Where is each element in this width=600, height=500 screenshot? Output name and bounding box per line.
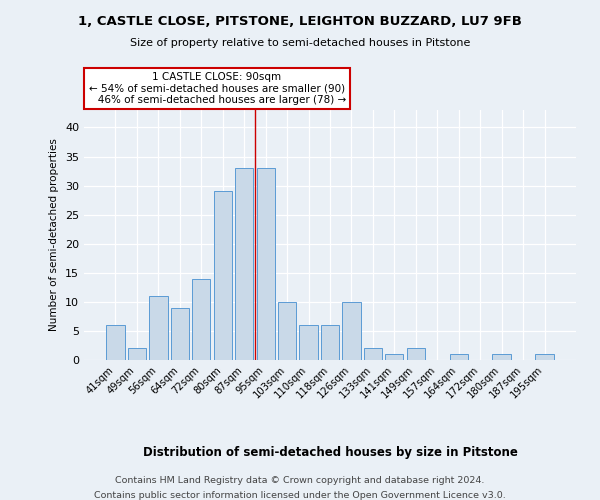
Text: 1 CASTLE CLOSE: 90sqm
← 54% of semi-detached houses are smaller (90)
   46% of s: 1 CASTLE CLOSE: 90sqm ← 54% of semi-deta… bbox=[88, 72, 346, 105]
Text: Contains public sector information licensed under the Open Government Licence v3: Contains public sector information licen… bbox=[94, 491, 506, 500]
Bar bbox=[535, 354, 554, 360]
Bar bbox=[106, 325, 125, 360]
Text: Contains HM Land Registry data © Crown copyright and database right 2024.: Contains HM Land Registry data © Crown c… bbox=[115, 476, 485, 485]
Y-axis label: Number of semi-detached properties: Number of semi-detached properties bbox=[49, 138, 59, 332]
Bar bbox=[321, 325, 339, 360]
Bar bbox=[149, 296, 167, 360]
Bar bbox=[214, 192, 232, 360]
Text: 1, CASTLE CLOSE, PITSTONE, LEIGHTON BUZZARD, LU7 9FB: 1, CASTLE CLOSE, PITSTONE, LEIGHTON BUZZ… bbox=[78, 15, 522, 28]
Bar bbox=[128, 348, 146, 360]
Bar bbox=[364, 348, 382, 360]
Bar bbox=[192, 278, 211, 360]
Bar bbox=[493, 354, 511, 360]
Bar bbox=[257, 168, 275, 360]
Bar bbox=[278, 302, 296, 360]
Bar bbox=[385, 354, 403, 360]
Text: Size of property relative to semi-detached houses in Pitstone: Size of property relative to semi-detach… bbox=[130, 38, 470, 48]
Bar bbox=[407, 348, 425, 360]
Text: Distribution of semi-detached houses by size in Pitstone: Distribution of semi-detached houses by … bbox=[143, 446, 517, 459]
Bar bbox=[235, 168, 253, 360]
Bar bbox=[299, 325, 317, 360]
Bar bbox=[449, 354, 468, 360]
Bar bbox=[343, 302, 361, 360]
Bar bbox=[171, 308, 189, 360]
